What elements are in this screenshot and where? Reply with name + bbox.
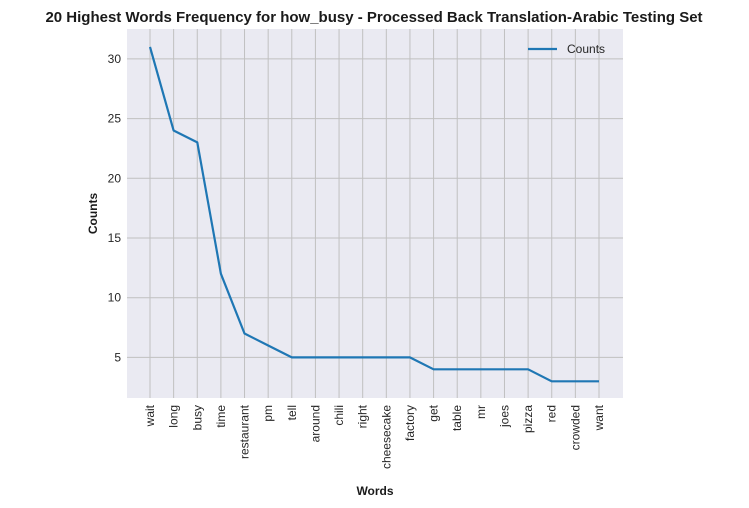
- x-tick-labels: wait long busy time restaurant pm tell around ch…: [143, 404, 606, 469]
- x-tick-label: table: [450, 405, 464, 431]
- x-gridlines: [149, 29, 600, 398]
- x-tick-label: want: [592, 404, 606, 431]
- plot-area: [127, 29, 623, 398]
- y-gridlines: [127, 58, 623, 358]
- legend-label-counts: Counts: [567, 42, 605, 56]
- chart-title: 20 Highest Words Frequency for how_busy …: [45, 9, 702, 26]
- x-tick-label: get: [427, 404, 441, 421]
- legend: Counts: [528, 42, 605, 56]
- y-axis-label: Counts: [86, 193, 100, 235]
- y-tick-label: 25: [108, 112, 122, 126]
- x-tick-label: pizza: [521, 405, 535, 433]
- x-tick-label: factory: [403, 405, 417, 441]
- x-tick-label: around: [308, 405, 322, 442]
- x-tick-label: crowded: [568, 405, 582, 450]
- x-tick-label: long: [167, 405, 181, 428]
- x-tick-label: pm: [261, 405, 275, 422]
- x-axis-label: Words: [356, 484, 393, 498]
- x-tick-label: right: [356, 404, 370, 428]
- y-tick-label: 30: [108, 52, 122, 66]
- x-tick-label: busy: [190, 405, 204, 430]
- x-tick-label: tell: [285, 405, 299, 420]
- y-tick-labels: 5 10 15 20 25 30: [108, 52, 122, 365]
- y-tick-label: 5: [114, 350, 121, 364]
- x-tick-label: restaurant: [238, 404, 252, 459]
- x-tick-label: joes: [497, 405, 511, 428]
- x-tick-label: mr: [474, 405, 488, 419]
- series-line-counts: [148, 46, 599, 383]
- y-tick-label: 20: [108, 171, 122, 185]
- x-tick-label: wait: [143, 404, 157, 427]
- y-tick-label: 15: [108, 231, 122, 245]
- x-tick-label: cheesecake: [379, 405, 393, 469]
- x-tick-label: time: [214, 405, 228, 428]
- x-tick-label: chili: [332, 405, 346, 426]
- y-tick-label: 10: [108, 291, 122, 305]
- x-tick-label: red: [545, 405, 559, 422]
